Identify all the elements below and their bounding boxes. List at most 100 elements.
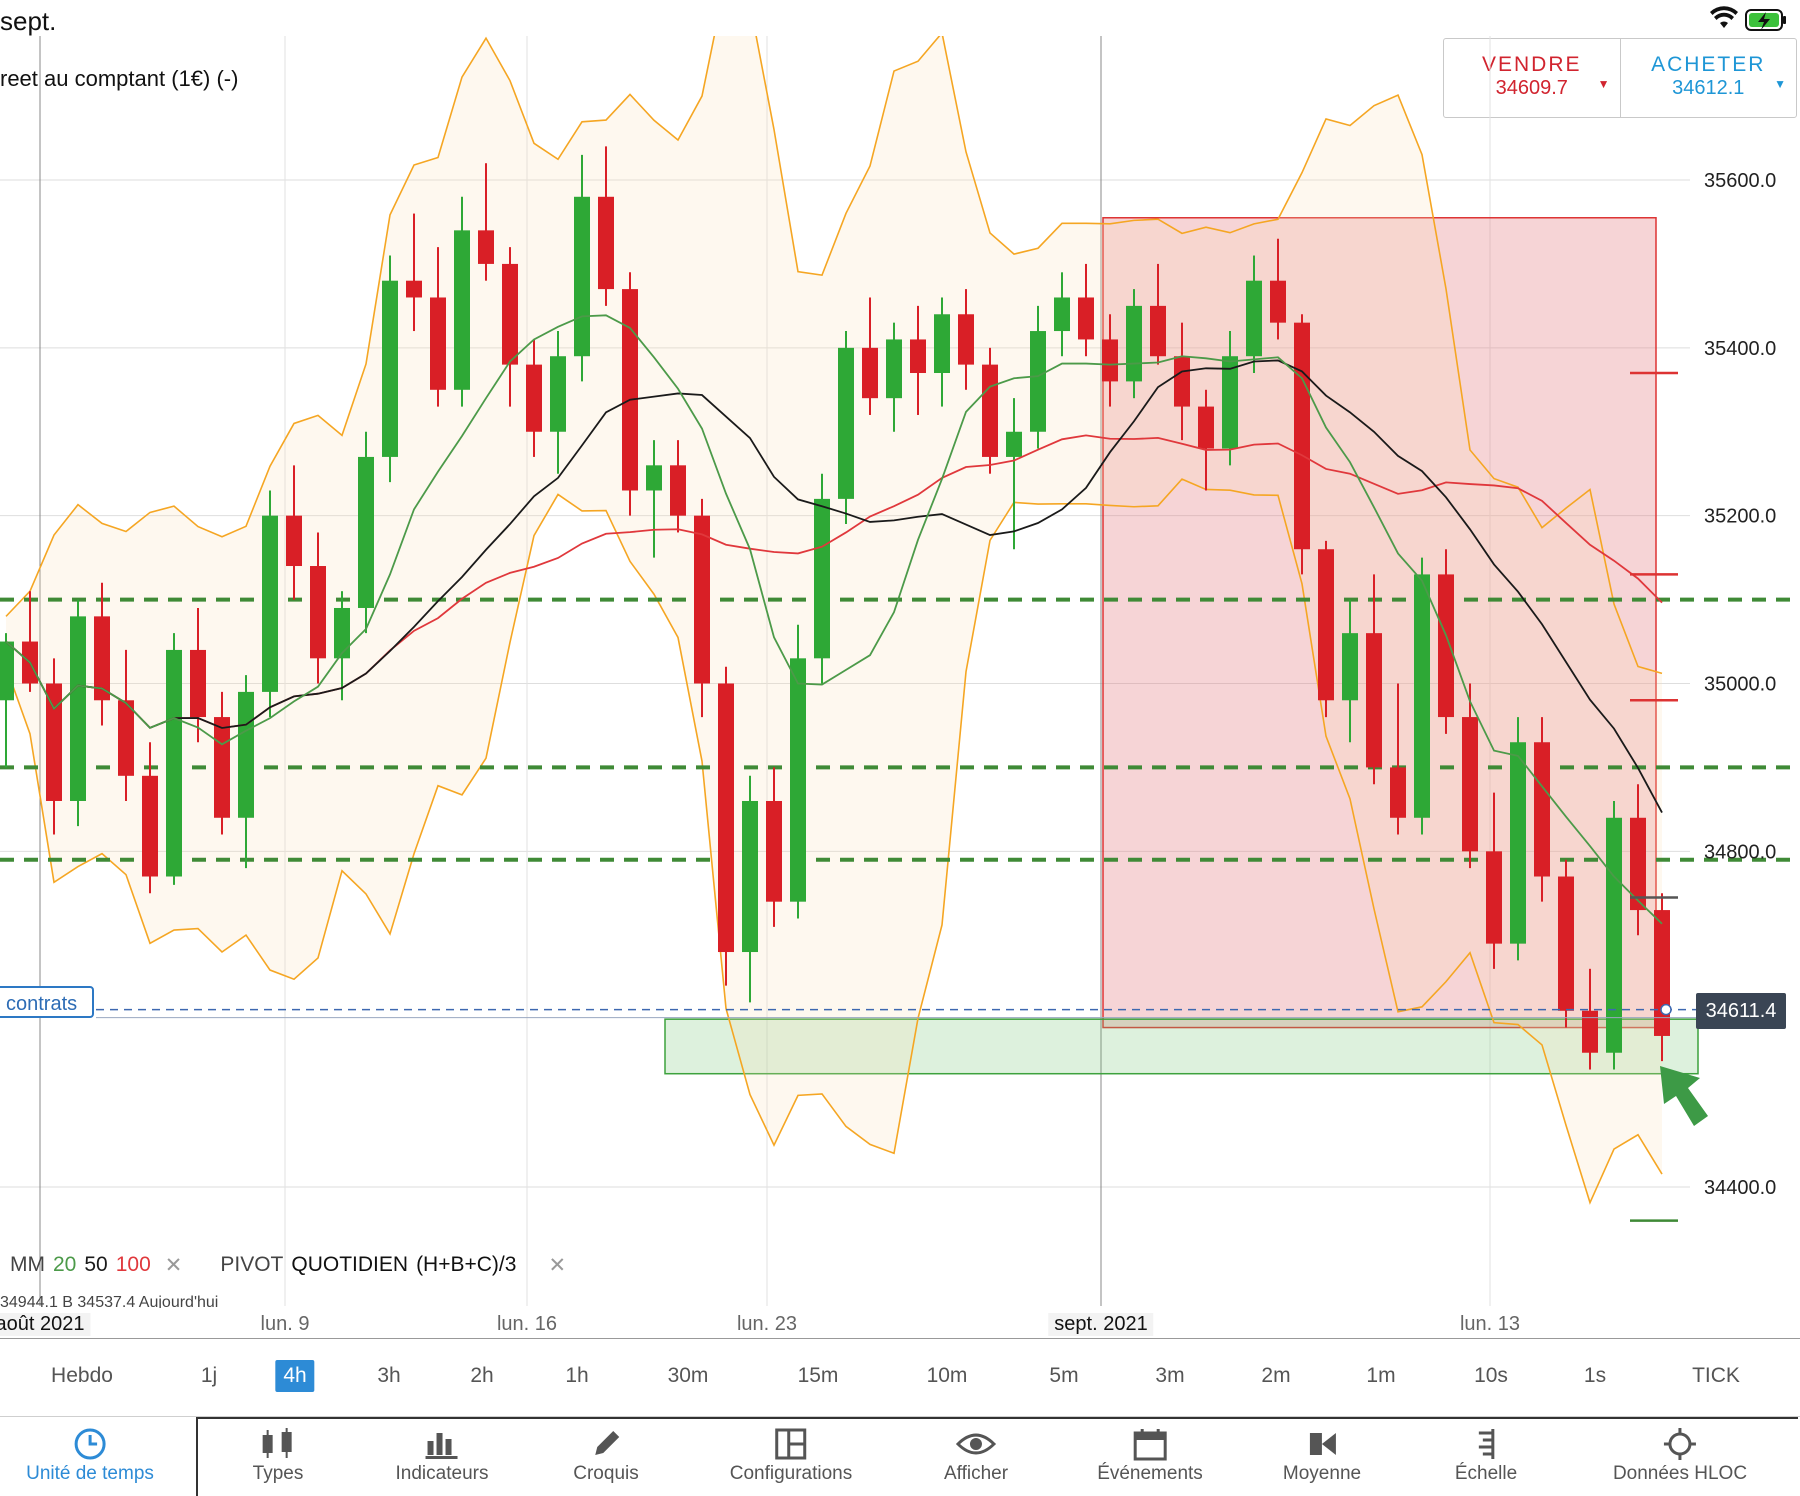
timeframe-5m[interactable]: 5m [1049, 1364, 1079, 1387]
candle-body [454, 230, 470, 390]
ma-20-line [5, 314, 1663, 925]
timeframe-3h[interactable]: 3h [377, 1364, 401, 1387]
y-tick-label: 34400.0 [1704, 1177, 1776, 1199]
demand-zone [664, 1018, 1699, 1075]
toolbar-frame [196, 1417, 1798, 1496]
tool-hloc-data[interactable]: Données HLOC [1613, 1427, 1747, 1485]
average-icon [1309, 1433, 1336, 1455]
timeframe-15m[interactable]: 15m [797, 1364, 839, 1387]
candle-body [1582, 1010, 1598, 1053]
candle-body [1534, 742, 1550, 877]
bar-chart-icon [425, 1433, 458, 1459]
candle-body [1606, 817, 1622, 1053]
candle-body [1654, 910, 1670, 1036]
timeframe-bar: Hebdo 1j 4h 3h 2h 1h 30m 15m 10m 5m 3m 2… [0, 1342, 1800, 1414]
candle-body [262, 515, 278, 692]
buy-button[interactable]: ACHETER 34612.1 ▼ [1619, 39, 1797, 117]
tool-types[interactable]: Types [252, 1427, 304, 1485]
sell-button[interactable]: VENDRE 34609.7 ▼ [1444, 39, 1620, 117]
tool-label: Échelle [1454, 1463, 1518, 1484]
candle-body [382, 280, 398, 457]
timeframe-4h[interactable]: 4h [275, 1360, 315, 1392]
hloc-info: 34944.1 B 34537.4 Aujourd'hui [0, 1294, 219, 1308]
candle-body [238, 691, 254, 818]
candle-body [334, 607, 350, 659]
timeframe-10m[interactable]: 10m [926, 1364, 968, 1387]
y-tick-label: 35200.0 [1704, 506, 1776, 528]
candle-body [718, 683, 734, 953]
candle-body [118, 700, 134, 776]
timeframe-30m[interactable]: 30m [667, 1364, 709, 1387]
tool-label: Types [252, 1463, 304, 1484]
candle-body [646, 465, 662, 491]
candle-body [358, 456, 374, 608]
tool-indicators[interactable]: Indicateurs [395, 1427, 489, 1485]
candle-body [1030, 331, 1046, 432]
candle-body [934, 314, 950, 374]
ma-50-line [5, 359, 1663, 813]
candle-body [70, 616, 86, 801]
candle-body [550, 356, 566, 432]
date-label: août 2021 [0, 1313, 91, 1336]
candle-body [1126, 305, 1142, 382]
candle-body [1054, 297, 1070, 332]
timeframe-1m[interactable]: 1m [1366, 1364, 1396, 1387]
price-marker [1660, 1003, 1672, 1016]
candle-body [1006, 431, 1022, 457]
timeframe-1h[interactable]: 1h [565, 1364, 589, 1387]
remove-ma-icon[interactable]: ✕ [164, 1254, 183, 1277]
timeframe-2h[interactable]: 2h [470, 1364, 494, 1387]
status-icons [1710, 6, 1786, 31]
candles-icon [262, 1428, 292, 1458]
candle-body [1462, 717, 1478, 852]
candle-body [1510, 742, 1526, 944]
y-tick-label: 35400.0 [1704, 338, 1776, 360]
ma-label: MM [10, 1253, 45, 1276]
candle-body [1318, 549, 1334, 701]
candle-body [286, 515, 302, 567]
tool-view[interactable]: Afficher [944, 1427, 1008, 1485]
y-tick-label: 34800.0 [1704, 841, 1776, 863]
tool-drawing[interactable]: Croquis [573, 1427, 639, 1485]
tool-configurations[interactable]: Configurations [729, 1427, 853, 1485]
timeframe-3m[interactable]: 3m [1155, 1364, 1185, 1387]
date-label: lun. 23 [736, 1313, 798, 1335]
buy-label: ACHETER [1651, 53, 1766, 76]
candle-body [1150, 305, 1166, 357]
candle-body [814, 498, 830, 659]
timeframe-2m[interactable]: 2m [1261, 1364, 1291, 1387]
candle-body [1486, 851, 1502, 944]
timeframe-hebdo[interactable]: Hebdo [51, 1364, 113, 1387]
timeframe-10s[interactable]: 10s [1474, 1364, 1508, 1387]
contracts-label[interactable]: contrats [0, 986, 94, 1018]
candle-body [670, 465, 686, 516]
candle-body [1270, 280, 1286, 323]
tool-events[interactable]: Événements [1097, 1427, 1203, 1485]
tool-label: Données HLOC [1612, 1463, 1748, 1484]
candle-body [502, 263, 518, 365]
candle-body [1558, 876, 1574, 1011]
candle-body [526, 364, 542, 432]
timeframe-tick[interactable]: TICK [1692, 1364, 1740, 1387]
clock-icon [74, 1428, 106, 1460]
candle-body [1102, 339, 1118, 382]
remove-pivot-icon[interactable]: ✕ [548, 1254, 567, 1277]
candle-body [190, 649, 206, 718]
pivot-period: QUOTIDIEN [291, 1253, 409, 1276]
candle-body [886, 339, 902, 399]
candle-body [1294, 322, 1310, 550]
tool-label: Indicateurs [395, 1463, 489, 1484]
candle-body [838, 347, 854, 499]
tool-average[interactable]: Moyenne [1283, 1427, 1361, 1485]
tool-timeframe[interactable]: Unité de temps [26, 1427, 154, 1485]
timeframe-1j[interactable]: 1j [200, 1364, 218, 1387]
caret-down-icon: ▼ [1597, 77, 1610, 91]
tool-scale[interactable]: Échelle [1455, 1427, 1517, 1485]
price-chart[interactable]: 35600.0 35400.0 35200.0 35000.0 34800.0 34400… [0, 36, 1800, 1306]
candle-body [214, 717, 230, 818]
timeframe-1s[interactable]: 1s [1583, 1364, 1607, 1387]
date-axis: août 2021 lun. 9 lun. 16 lun. 23 sept. 2… [0, 1310, 1800, 1339]
tool-label: Configurations [729, 1463, 853, 1484]
candle-body [742, 800, 758, 953]
date-label: sept. 2021 [1048, 1313, 1154, 1336]
